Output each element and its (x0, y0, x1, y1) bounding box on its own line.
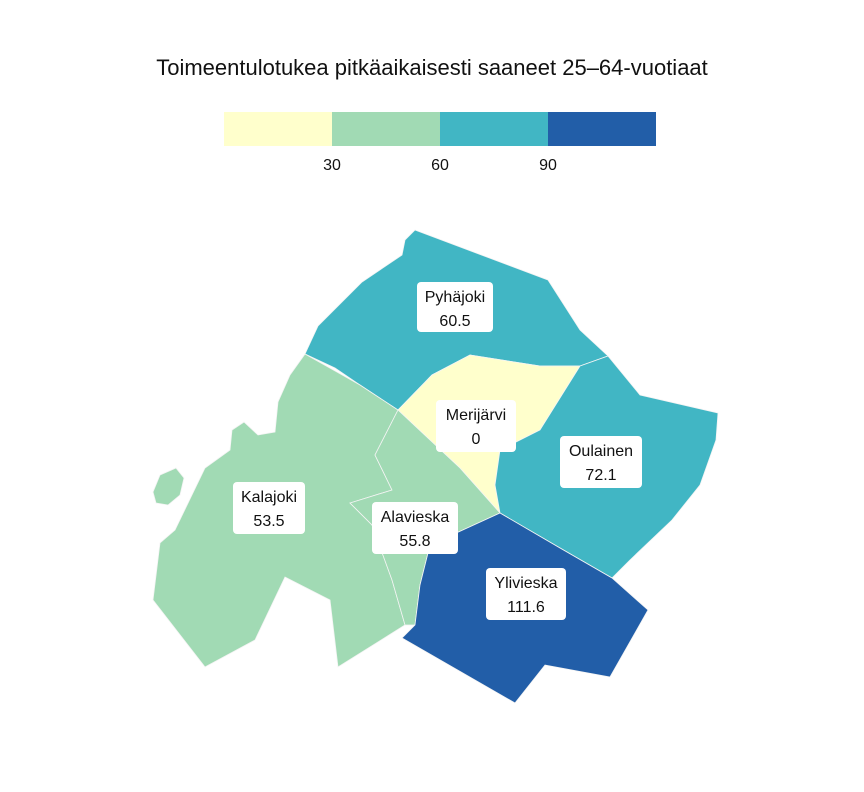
label-kalajoki-name: Kalajoki (241, 489, 297, 506)
legend-tick: 30 (323, 157, 341, 174)
label-ylivieska: Ylivieska 111.6 (486, 568, 566, 620)
label-merijarvi: Merijärvi 0 (436, 400, 516, 452)
label-alavieska-value: 55.8 (399, 533, 430, 550)
legend-bin-4 (548, 112, 656, 146)
legend-tick: 60 (431, 157, 449, 174)
label-alavieska: Alavieska 55.8 (372, 502, 458, 554)
label-pyhajoki-value: 60.5 (439, 313, 470, 330)
legend-bin-3 (440, 112, 548, 146)
map-title: Toimeentulotukea pitkäaikaisesti saaneet… (156, 55, 708, 80)
label-merijarvi-name: Merijärvi (446, 407, 506, 424)
legend-bin-2 (332, 112, 440, 146)
label-oulainen: Oulainen 72.1 (560, 436, 642, 488)
label-alavieska-name: Alavieska (381, 509, 450, 526)
legend-tick: 90 (539, 157, 557, 174)
label-oulainen-name: Oulainen (569, 443, 633, 460)
label-ylivieska-value: 111.6 (507, 599, 545, 616)
legend: 30 60 90 (224, 112, 656, 174)
region-labels: Pyhäjoki 60.5 Merijärvi 0 Oulainen 72.1 … (233, 282, 642, 620)
label-kalajoki: Kalajoki 53.5 (233, 482, 305, 534)
label-oulainen-value: 72.1 (585, 467, 616, 484)
label-pyhajoki-name: Pyhäjoki (425, 289, 485, 306)
label-pyhajoki: Pyhäjoki 60.5 (417, 282, 493, 332)
label-kalajoki-value: 53.5 (253, 513, 284, 530)
region-kalajoki-island[interactable] (152, 467, 185, 506)
label-ylivieska-name: Ylivieska (494, 575, 557, 592)
legend-bin-1 (224, 112, 332, 146)
label-merijarvi-value: 0 (472, 431, 481, 448)
